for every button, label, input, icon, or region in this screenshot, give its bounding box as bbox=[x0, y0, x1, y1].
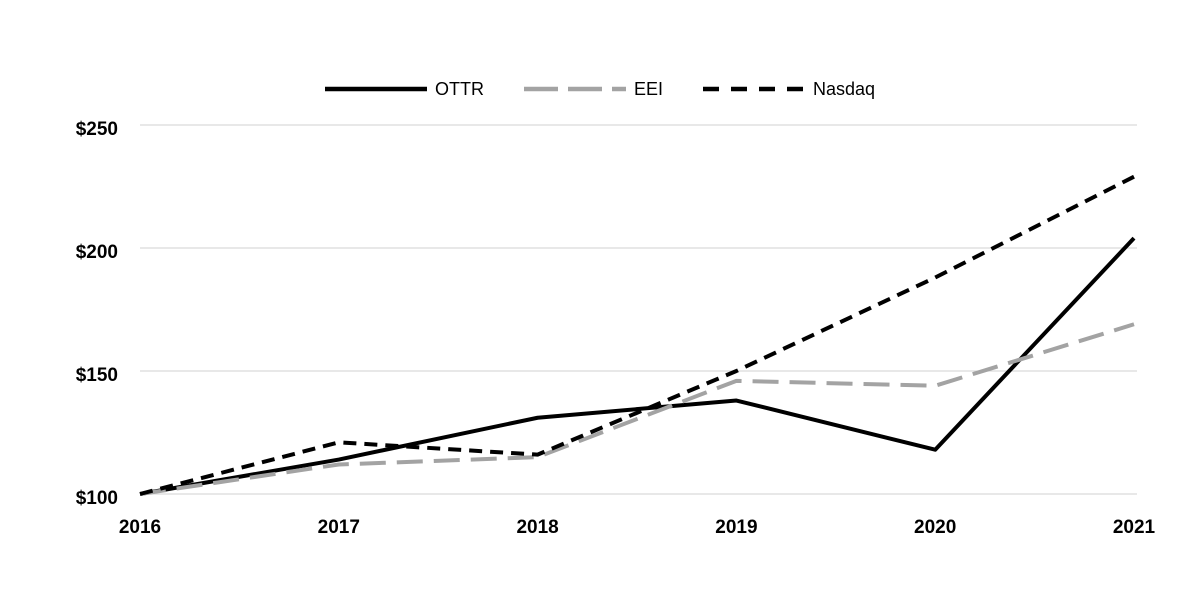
series-line-ottr bbox=[139, 236, 1136, 496]
series-line-nasdaq bbox=[139, 174, 1135, 496]
x-tick-label: 2016 bbox=[119, 517, 161, 538]
x-tick-label: 2018 bbox=[516, 517, 558, 538]
x-tick-label: 2019 bbox=[715, 517, 757, 538]
y-tick-label: $150 bbox=[76, 365, 118, 386]
y-tick-label: $250 bbox=[76, 119, 118, 140]
x-tick-label: 2017 bbox=[318, 517, 360, 538]
x-tick-label: 2021 bbox=[1113, 517, 1156, 538]
series-line-eei bbox=[139, 322, 1135, 496]
y-tick-label: $200 bbox=[76, 242, 118, 263]
y-tick-label: $100 bbox=[76, 488, 118, 509]
x-tick-label: 2020 bbox=[914, 517, 956, 538]
